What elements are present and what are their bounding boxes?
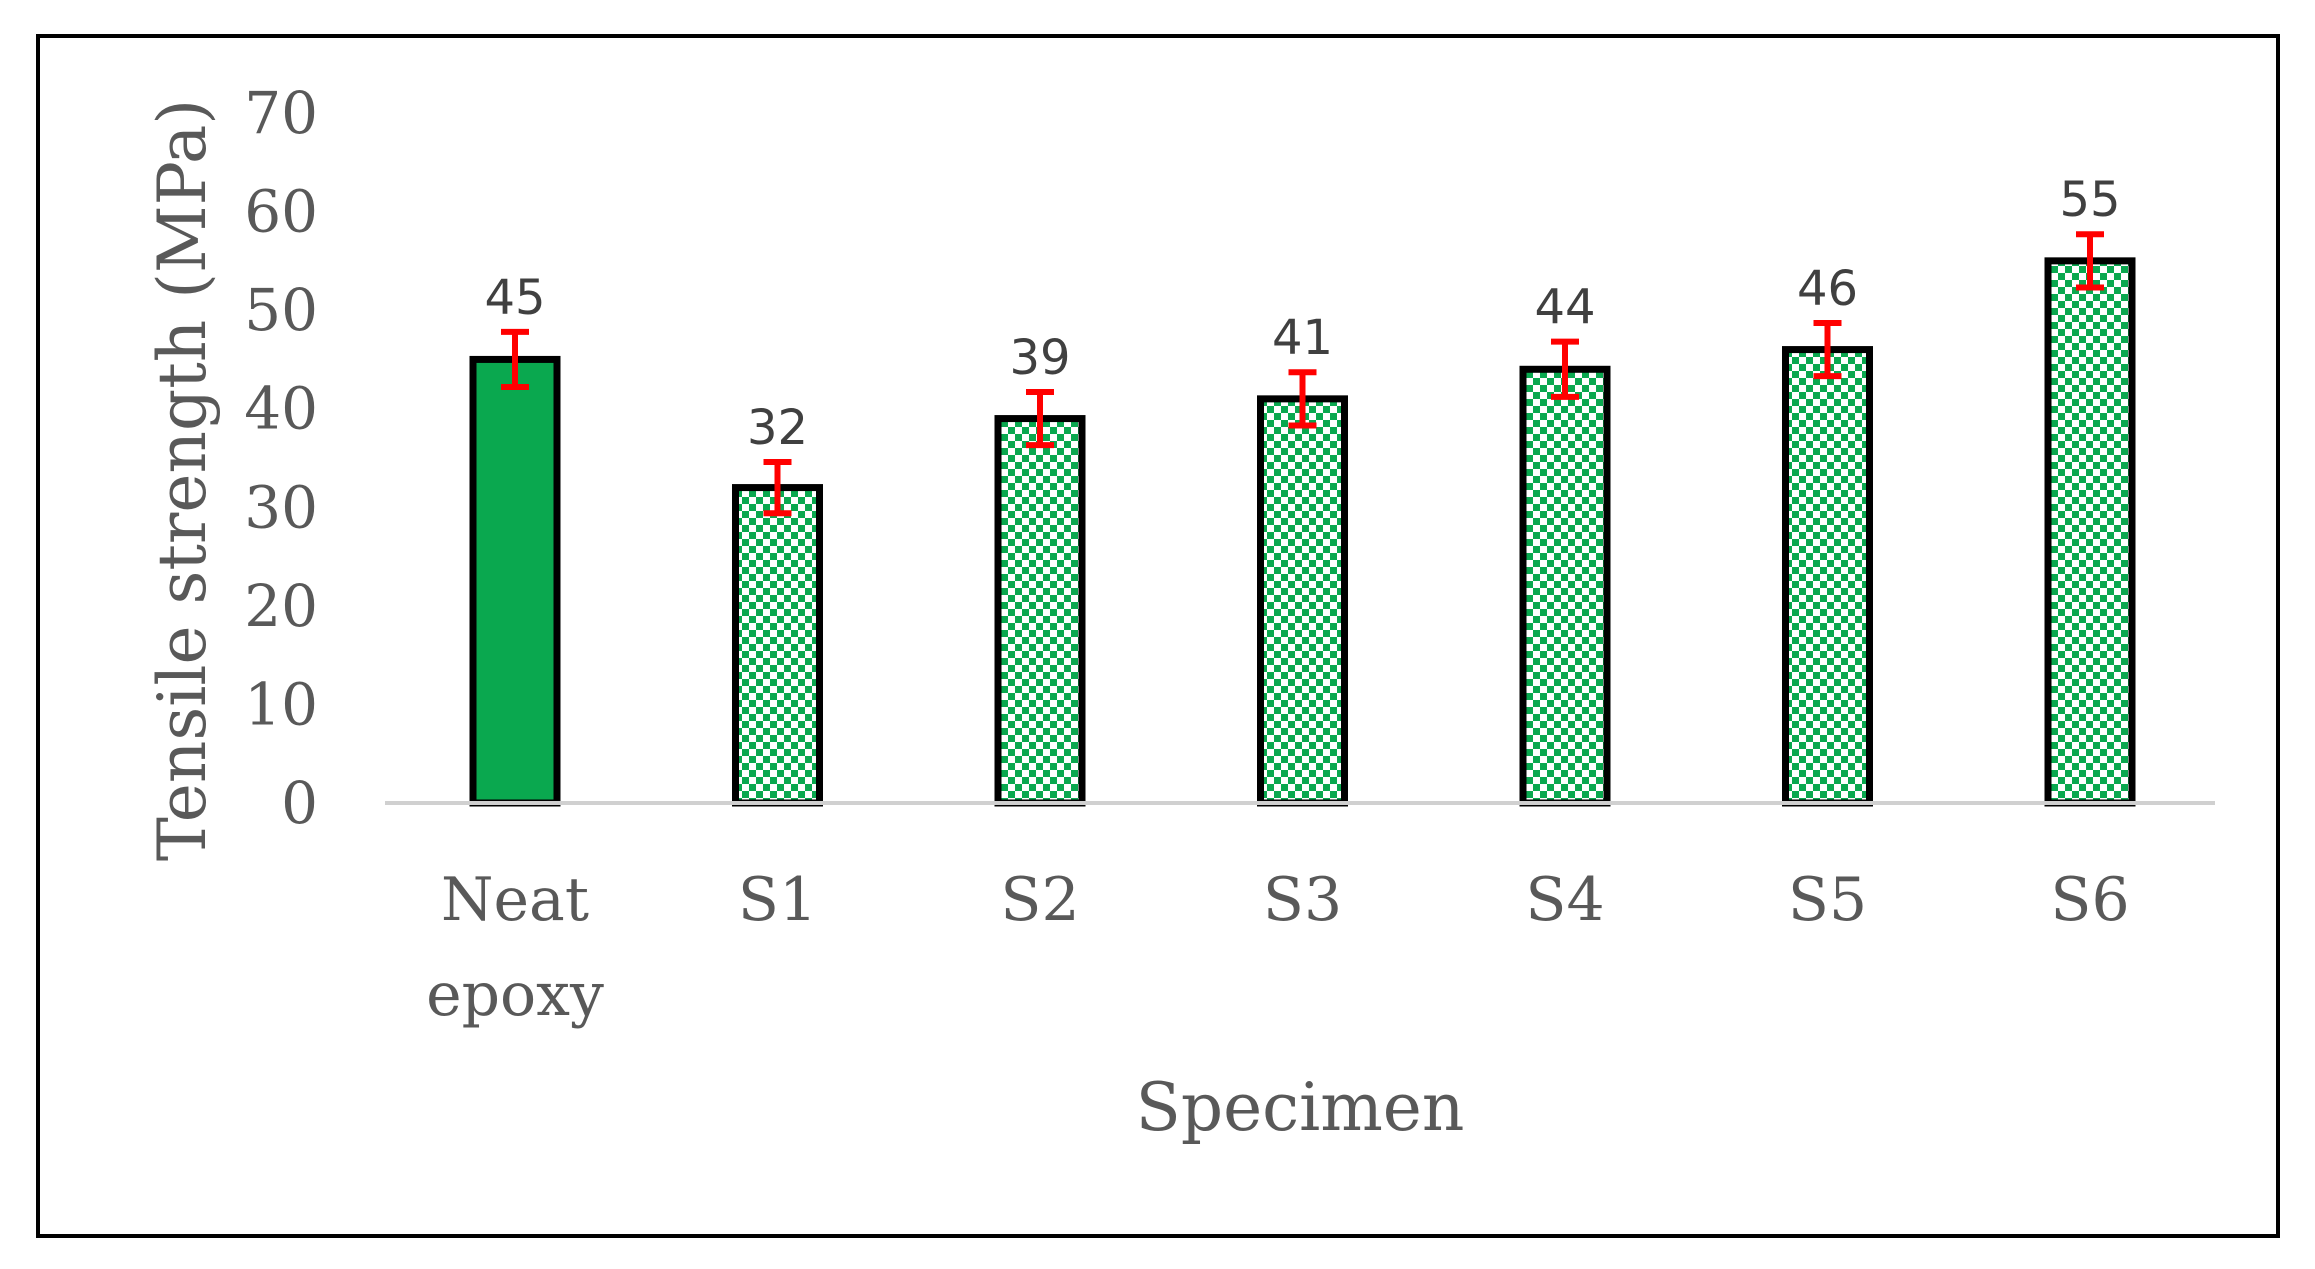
x-tick-label-6: S6: [2050, 865, 2129, 935]
error-bar-3: [1288, 369, 1317, 429]
error-bar-5: [1813, 319, 1842, 380]
y-tick-label-70: 70: [244, 79, 318, 147]
y-axis-title: Tensile strength (MPa): [144, 99, 221, 861]
y-tick-label-0: 0: [281, 769, 318, 837]
error-bar-1: [763, 458, 792, 517]
data-label-5: 46: [1797, 261, 1858, 317]
x-tick-label-0: Neat epoxy: [426, 865, 604, 1030]
error-bar-4: [1551, 338, 1579, 400]
x-tick-label-3: S3: [1263, 865, 1342, 935]
bar-6: [2044, 257, 2136, 807]
x-axis-categories: Neat epoxy S1 S2 S3 S4 S5 S6: [426, 865, 2130, 1030]
y-axis-ticks: 0 10 20 30 40 50 60 70: [244, 79, 318, 837]
data-label-1: 32: [747, 400, 808, 456]
x-tick-label-2: S2: [1000, 865, 1079, 935]
bar-4: [1519, 365, 1611, 807]
y-tick-label-30: 30: [244, 473, 318, 541]
y-tick-label-40: 40: [244, 375, 318, 443]
bar-0: [469, 355, 561, 807]
bar-5: [1782, 346, 1873, 807]
bar-1: [732, 484, 823, 807]
error-bar-0: [501, 328, 529, 391]
bar-2: [994, 415, 1086, 807]
y-tick-label-60: 60: [244, 178, 318, 246]
x-tick-label-5: S5: [1788, 865, 1867, 935]
y-tick-label-10: 10: [244, 670, 318, 738]
data-label-4: 44: [1534, 280, 1595, 336]
error-bars-group: [501, 231, 2104, 517]
data-labels-group: 45 32 39 41 44 46 55: [484, 172, 2120, 456]
bars-group: [469, 257, 2136, 807]
data-label-6: 55: [2059, 172, 2120, 228]
error-bar-2: [1026, 388, 1054, 449]
data-label-0: 45: [484, 270, 545, 326]
chart-border: [36, 34, 2280, 1238]
x-tick-label-4: S4: [1525, 865, 1604, 935]
x-axis-title: Specimen: [1136, 1069, 1465, 1146]
error-bar-6: [2076, 231, 2104, 291]
y-tick-label-50: 50: [244, 276, 318, 344]
bar-3: [1257, 395, 1348, 807]
data-label-3: 41: [1272, 310, 1333, 366]
x-tick-label-1: S1: [738, 865, 817, 935]
data-label-2: 39: [1009, 330, 1070, 386]
y-tick-label-20: 20: [244, 572, 318, 640]
